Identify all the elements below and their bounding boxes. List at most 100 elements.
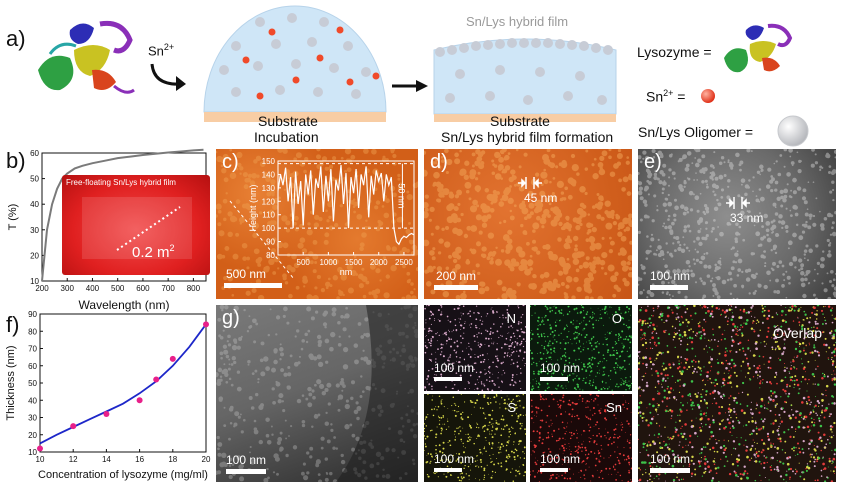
texture-dot [709, 469, 712, 472]
texture-dot [560, 357, 562, 359]
texture-dot [518, 185, 525, 192]
texture-dot [567, 342, 569, 344]
texture-dot [466, 313, 468, 315]
texture-dot [233, 310, 237, 314]
texture-dot [638, 171, 640, 175]
texture-dot [233, 425, 236, 428]
texture-dot [776, 465, 779, 469]
texture-dot [628, 461, 631, 464]
texture-dot [492, 426, 494, 428]
texture-dot [535, 463, 538, 466]
texture-dot [361, 232, 367, 238]
texture-dot [535, 383, 537, 385]
y-tick-label: 60 [28, 362, 37, 371]
texture-dot [429, 342, 432, 345]
texture-dot [371, 149, 377, 155]
texture-dot [461, 366, 464, 368]
texture-dot [654, 386, 657, 389]
texture-dot [568, 374, 571, 377]
texture-dot [483, 467, 486, 470]
texture-dot [594, 464, 597, 467]
texture-dot [265, 366, 270, 371]
texture-dot [700, 447, 704, 451]
texture-dot [497, 366, 499, 368]
texture-dot [460, 292, 467, 299]
texture-dot [709, 312, 713, 316]
texture-dot [252, 232, 258, 239]
texture-dot [540, 357, 543, 360]
texture-dot [739, 472, 742, 476]
texture-dot [617, 149, 622, 153]
texture-dot [477, 171, 481, 175]
texture-dot [766, 270, 771, 276]
texture-dot [551, 435, 554, 438]
texture-dot [803, 257, 806, 260]
texture-dot [700, 334, 703, 337]
texture-dot [630, 480, 632, 482]
y-tick-label: 20 [28, 431, 37, 440]
texture-dot [770, 468, 773, 472]
texture-dot [551, 309, 554, 312]
texture-dot [689, 395, 692, 397]
texture-dot [699, 453, 701, 455]
texture-dot [678, 320, 680, 322]
texture-dot [424, 211, 429, 219]
texture-dot [500, 434, 503, 437]
texture-dot [691, 318, 693, 320]
texture-dot [312, 295, 319, 299]
texture-dot [598, 427, 600, 430]
texture-dot [460, 324, 463, 327]
texture-dot [504, 352, 506, 355]
texture-dot [642, 362, 644, 365]
texture-dot [456, 254, 461, 260]
texture-dot [362, 349, 365, 352]
texture-dot [277, 149, 284, 153]
texture-dot [770, 423, 772, 425]
texture-dot [480, 332, 483, 335]
texture-dot [537, 316, 540, 319]
texture-dot [679, 323, 682, 326]
texture-dot [667, 281, 670, 284]
texture-dot [814, 268, 816, 271]
texture-dot [430, 339, 433, 342]
texture-dot [717, 202, 722, 207]
texture-dot [223, 463, 228, 467]
texture-dot [441, 451, 444, 454]
texture-dot [326, 219, 330, 223]
texture-dot [425, 389, 428, 391]
texture-dot [726, 460, 729, 462]
data-point [203, 321, 209, 328]
texture-dot [532, 410, 534, 412]
texture-dot [482, 407, 484, 410]
texture-dot [639, 395, 641, 397]
texture-dot [255, 392, 259, 397]
texture-dot [500, 334, 502, 336]
texture-dot [657, 252, 663, 258]
texture-dot [834, 341, 836, 343]
texture-dot [585, 406, 587, 409]
texture-dot [383, 212, 390, 219]
texture-dot [734, 239, 739, 244]
texture-dot [537, 470, 540, 472]
texture-dot [324, 232, 330, 238]
texture-dot [521, 425, 523, 427]
texture-dot [670, 417, 672, 420]
texture-dot [563, 371, 565, 373]
texture-dot [564, 471, 567, 474]
texture-dot [753, 320, 755, 323]
texture-dot [338, 290, 344, 296]
texture-dot [746, 149, 751, 153]
texture-dot [666, 345, 669, 347]
texture-dot [531, 314, 533, 316]
data-point [169, 355, 176, 362]
texture-dot [563, 427, 565, 429]
texture-dot [549, 324, 551, 326]
texture-dot [833, 402, 836, 405]
texture-dot [832, 457, 836, 461]
texture-dot [733, 371, 736, 374]
texture-dot [684, 295, 688, 299]
texture-dot [523, 457, 526, 459]
texture-dot [812, 423, 816, 427]
texture-dot [621, 480, 623, 482]
texture-dot [649, 360, 652, 364]
